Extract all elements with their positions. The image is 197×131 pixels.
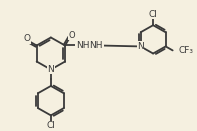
Text: NH: NH [90, 41, 103, 50]
Text: N: N [137, 42, 144, 51]
Text: N: N [47, 65, 54, 74]
Text: NH: NH [76, 41, 89, 50]
Text: Cl: Cl [46, 121, 55, 130]
Text: O: O [68, 31, 75, 40]
Text: O: O [23, 34, 31, 43]
Text: CF₃: CF₃ [178, 46, 193, 55]
Text: Cl: Cl [149, 10, 158, 19]
